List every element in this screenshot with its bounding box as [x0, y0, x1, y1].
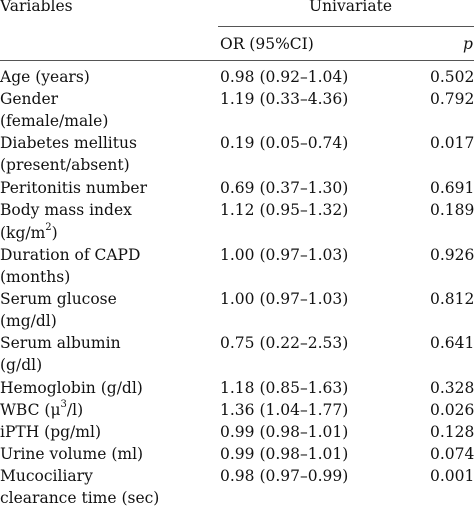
row-label-hemoglobin: Hemoglobin (g/dl): [0, 379, 143, 397]
row-p-albumin: 0.641: [430, 334, 474, 352]
row-p-bmi: 0.189: [430, 201, 474, 219]
row-label-capd-2: (months): [0, 268, 71, 286]
p-header: p: [463, 35, 473, 53]
row-or-capd: 1.00 (0.97–1.03): [220, 246, 349, 264]
header-bottom-rule: [0, 60, 474, 61]
row-or-age: 0.98 (0.92–1.04): [220, 68, 349, 86]
row-label-gender: Gender: [0, 90, 59, 108]
header-mid-rule: [218, 26, 474, 27]
row-label-wbc: WBC (μ3/l): [0, 398, 84, 419]
row-label-bmi-2: (kg/m2): [0, 221, 58, 242]
row-or-urine: 0.99 (0.98–1.01): [220, 445, 349, 463]
row-or-mucociliary: 0.98 (0.97–0.99): [220, 467, 349, 485]
row-or-diabetes: 0.19 (0.05–0.74): [220, 134, 349, 152]
or-ci-header: OR (95%CI): [220, 35, 314, 53]
row-or-peritonitis: 0.69 (0.37–1.30): [220, 179, 349, 197]
row-label-urine: Urine volume (ml): [0, 445, 144, 463]
row-p-urine: 0.074: [430, 445, 474, 463]
row-label-glucose: Serum glucose: [0, 290, 117, 308]
row-label-bmi: Body mass index: [0, 201, 132, 219]
row-or-bmi: 1.12 (0.95–1.32): [220, 201, 349, 219]
row-label-peritonitis: Peritonitis number: [0, 179, 148, 197]
row-p-wbc: 0.026: [430, 401, 474, 419]
row-p-diabetes: 0.017: [430, 134, 474, 152]
row-or-glucose: 1.00 (0.97–1.03): [220, 290, 349, 308]
variables-header: Variables: [0, 0, 73, 15]
row-p-glucose: 0.812: [430, 290, 474, 308]
row-label-albumin-2: (g/dl): [0, 356, 43, 374]
row-or-albumin: 0.75 (0.22–2.53): [220, 334, 349, 352]
univariate-header: Univariate: [309, 0, 393, 15]
row-label-capd: Duration of CAPD: [0, 246, 141, 264]
row-or-ipth: 0.99 (0.98–1.01): [220, 423, 349, 441]
row-or-wbc: 1.36 (1.04–1.77): [220, 401, 349, 419]
row-label-age: Age (years): [0, 68, 90, 86]
row-p-mucociliary: 0.001: [430, 467, 474, 485]
row-p-age: 0.502: [430, 68, 474, 86]
row-label-mucociliary: Mucociliary: [0, 467, 93, 485]
row-p-capd: 0.926: [430, 246, 474, 264]
row-label-diabetes: Diabetes mellitus: [0, 134, 137, 152]
row-p-peritonitis: 0.691: [430, 179, 474, 197]
row-or-gender: 1.19 (0.33–4.36): [220, 90, 349, 108]
row-p-hemoglobin: 0.328: [430, 379, 474, 397]
row-label-ipth: iPTH (pg/ml): [0, 423, 101, 441]
row-label-albumin: Serum albumin: [0, 334, 121, 352]
row-p-ipth: 0.128: [430, 423, 474, 441]
row-label-glucose-2: (mg/dl): [0, 312, 57, 330]
row-p-gender: 0.792: [430, 90, 474, 108]
row-or-hemoglobin: 1.18 (0.85–1.63): [220, 379, 349, 397]
row-label-mucociliary-2: clearance time (sec): [0, 489, 160, 507]
row-label-gender-2: (female/male): [0, 112, 109, 130]
row-label-diabetes-2: (present/absent): [0, 156, 130, 174]
